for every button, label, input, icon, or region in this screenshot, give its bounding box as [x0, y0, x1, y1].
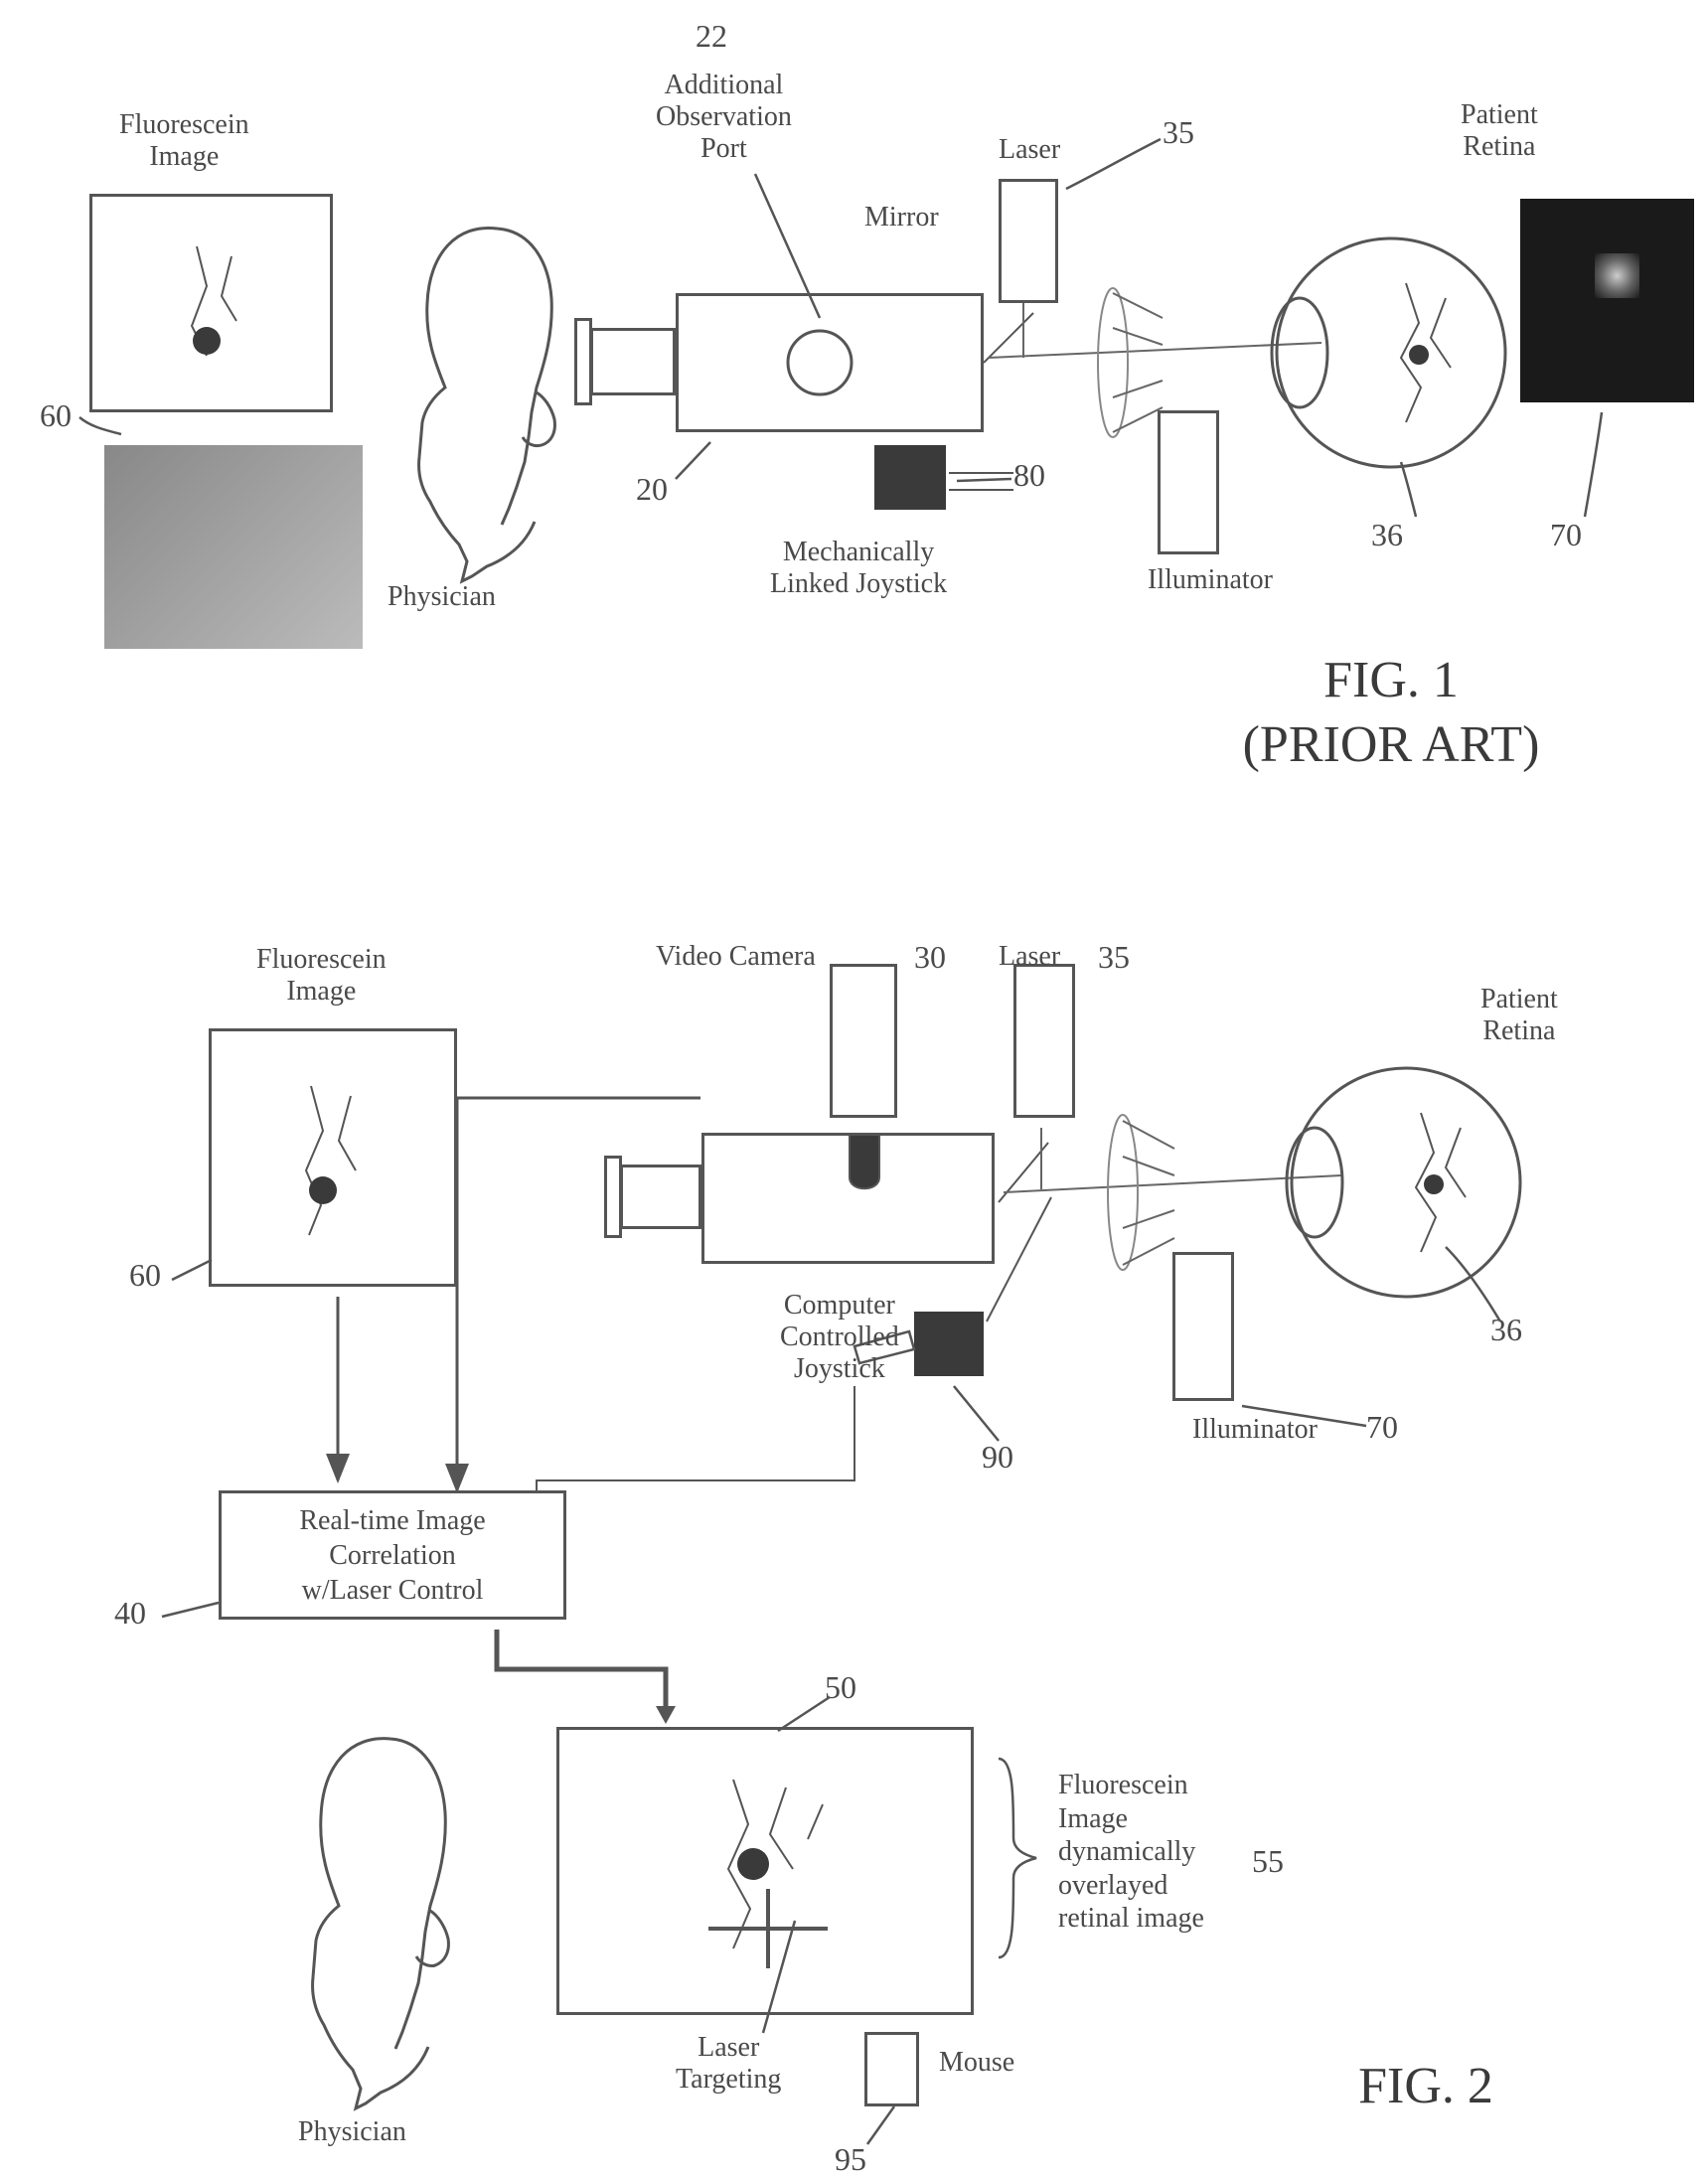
mirror-label: Mirror	[864, 202, 939, 233]
fluorescein-image-box-2	[209, 1028, 457, 1287]
video-camera-label: Video Camera	[656, 941, 816, 973]
fluorescein-sketch-icon	[92, 197, 336, 415]
fluorescein-sketch-icon-2	[212, 1031, 460, 1290]
fig2-title: FIG. 2	[1302, 2057, 1550, 2115]
overlay-label: Fluorescein Image dynamically overlayed …	[1058, 1769, 1204, 1936]
mech-joystick-label: Mechanically Linked Joystick	[770, 537, 947, 600]
ref-22: 22	[696, 18, 727, 55]
laser-box	[999, 179, 1058, 303]
brace-icon	[989, 1749, 1043, 1967]
camera-port-icon	[835, 1118, 894, 1217]
figure-2: Fluorescein Image 60 Video Camera 30 Las…	[0, 845, 1708, 2157]
fluorescein-label: Fluorescein Image	[119, 109, 249, 173]
fluorescein-image-box	[89, 194, 333, 412]
illuminator-box	[1158, 410, 1219, 554]
computer-joystick-box	[914, 1312, 984, 1376]
correlation-box: Real-time Image Correlation w/Laser Cont…	[219, 1490, 566, 1620]
fig1-title-line1: FIG. 1	[1242, 651, 1540, 709]
ref-60: 60	[40, 397, 72, 434]
correlation-label: Real-time Image Correlation w/Laser Cont…	[299, 1503, 485, 1608]
figure-1: Fluorescein Image 60 Physician Additiona…	[0, 0, 1708, 845]
physician-label-2: Physician	[298, 2116, 406, 2148]
patient-retina-label-2: Patient Retina	[1480, 984, 1558, 1047]
video-camera-box	[830, 964, 897, 1118]
fluorescein-label-2: Fluorescein Image	[256, 944, 387, 1008]
ref-35-2: 35	[1098, 939, 1130, 976]
ref-55: 55	[1252, 1843, 1284, 1880]
physician-head-icon-2	[263, 1709, 492, 2126]
laser-label: Laser	[999, 134, 1060, 166]
joystick-box	[874, 445, 946, 510]
illuminator-box-2	[1172, 1252, 1234, 1401]
ref-40: 40	[114, 1595, 146, 1632]
mouse-box	[864, 2032, 919, 2106]
computer-joystick-label: Computer Controlled Joystick	[780, 1290, 899, 1386]
laser-box-2	[1013, 964, 1075, 1118]
ref-30: 30	[914, 939, 946, 976]
viewer-eyepiece-ring	[574, 318, 592, 405]
physician-head-icon	[368, 199, 596, 596]
physician-label: Physician	[388, 581, 496, 613]
lens-icon-2	[1093, 1101, 1182, 1285]
laser-label-2: Laser	[999, 941, 1060, 973]
observation-port-icon	[775, 318, 864, 407]
viewer-eyepiece	[590, 328, 676, 395]
retina-dark-image	[1520, 199, 1694, 402]
eye-icon	[1252, 224, 1510, 482]
mouse-label: Mouse	[939, 2047, 1014, 2079]
laser-targeting-label: Laser Targeting	[676, 2032, 781, 2096]
illuminator-label: Illuminator	[1148, 564, 1273, 596]
additional-port-label: Additional Observation Port	[656, 70, 792, 165]
ref-20: 20	[636, 471, 668, 508]
ref-60-2: 60	[129, 1257, 161, 1294]
image-placeholder-1	[104, 445, 363, 649]
fig1-title-line2: (PRIOR ART)	[1182, 715, 1600, 774]
patient-retina-label: Patient Retina	[1461, 99, 1538, 163]
